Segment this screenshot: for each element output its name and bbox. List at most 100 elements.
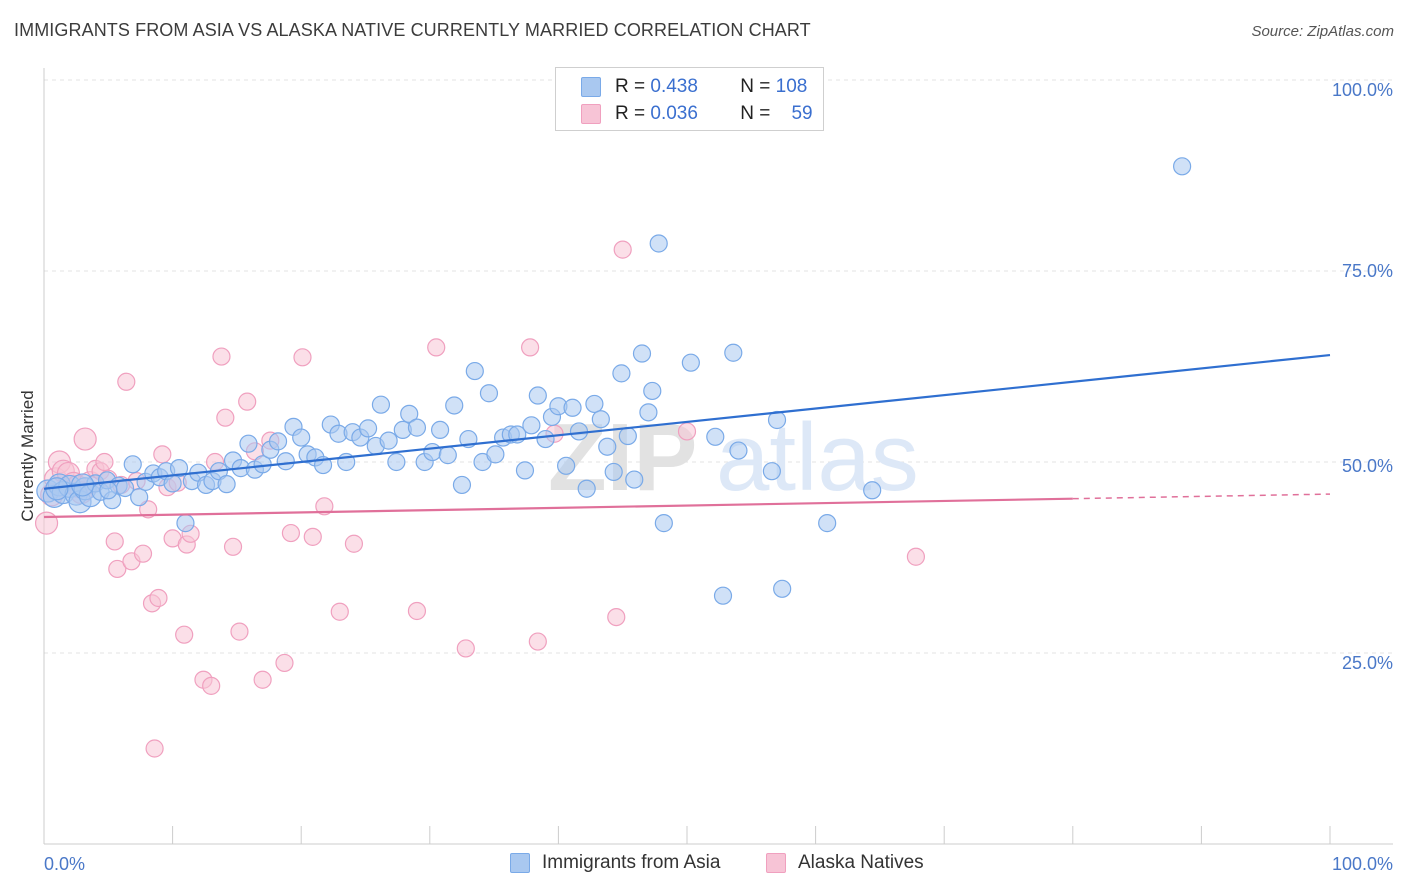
legend-row-asia: R = 0.438 N = 108 (581, 76, 807, 98)
alaska-point-47 (303, 527, 322, 546)
asia-point-48 (358, 419, 378, 438)
alaska-point-39 (230, 622, 249, 641)
asia-point-37 (276, 452, 295, 471)
alaska-point-49 (330, 602, 349, 621)
alaska-point-59 (677, 422, 697, 441)
asia-point-36 (268, 432, 288, 451)
asia-point-80 (585, 394, 604, 414)
alaska-point-45 (281, 523, 301, 543)
asia-point-23 (176, 514, 195, 533)
asia-point-96 (729, 441, 748, 460)
asia-point-50 (371, 395, 391, 414)
source-credit: Source: ZipAtlas.com (1251, 23, 1394, 40)
asia-point-82 (598, 437, 617, 456)
asia-point-22 (169, 459, 189, 478)
alaska-point-24 (145, 739, 164, 758)
asia-point-29 (217, 475, 236, 494)
alaska-point-15 (105, 532, 124, 551)
legend-n-value-alaska: 59 (791, 103, 813, 124)
asia-point-93 (706, 427, 725, 446)
alaska-trend-line (43, 497, 1073, 519)
legend-r-label: R = (615, 103, 646, 124)
asia-point-99 (773, 579, 792, 598)
asia-point-65 (479, 384, 499, 403)
trend-lines (43, 353, 1331, 519)
alaska-point-26 (153, 445, 172, 464)
alaska-point-22 (139, 500, 158, 519)
bottom-legend-label-asia: Immigrants from Asia (542, 852, 721, 873)
asia-point-100 (818, 514, 837, 533)
asia-point-94 (713, 586, 733, 605)
alaska-point-48 (315, 497, 334, 516)
asia-point-39 (292, 428, 311, 447)
asia-point-87 (632, 344, 652, 363)
alaska-point-18 (117, 372, 136, 391)
y-tick-label-100: 100.0% (1332, 80, 1393, 100)
y-tick-label-75: 75.0% (1342, 261, 1393, 281)
alaska-point-60 (906, 547, 926, 566)
asia-point-52 (387, 452, 406, 472)
bottom-legend-swatch-blue (510, 853, 530, 873)
asia-point-60 (445, 396, 464, 415)
legend-n-label: N = (740, 76, 771, 97)
alaska-point-44 (275, 653, 294, 673)
asia-point-77 (563, 398, 582, 417)
asia-point-105 (99, 481, 118, 500)
asia-point-85 (618, 426, 637, 446)
watermark: ZIP atlas (548, 404, 919, 511)
bottom-legend-label-alaska: Alaska Natives (798, 852, 924, 873)
alaska-point-54 (521, 338, 540, 357)
bottom-legend-alaska: Alaska Natives (766, 852, 924, 874)
asia-point-58 (430, 420, 450, 440)
alaska-point-53 (456, 639, 475, 658)
legend-r-value-asia: 0.438 (650, 76, 698, 97)
asia-point-91 (654, 514, 673, 533)
bottom-legend-asia: Immigrants from Asia (510, 852, 720, 874)
y-tick-labels: 25.0% 50.0% 75.0% 100.0% (1332, 80, 1393, 673)
asia-point-89 (643, 381, 662, 401)
watermark-zip: ZIP (548, 404, 697, 511)
asia-point-16 (130, 488, 149, 507)
asia-point-101 (863, 481, 882, 500)
asia-point-71 (522, 416, 541, 435)
alaska-point-42 (253, 670, 272, 689)
asia-point-70 (515, 461, 535, 480)
legend-n-value-asia: 108 (775, 76, 808, 97)
asia-point-57 (423, 442, 442, 462)
alaska-point-34 (202, 676, 221, 695)
asia-point-81 (591, 410, 610, 429)
asia-point-73 (536, 429, 555, 449)
asia-point-15 (123, 455, 142, 474)
alaska-point-21 (133, 544, 153, 563)
y-axis-label: Currently Married (18, 390, 37, 521)
alaska-point-57 (607, 607, 626, 627)
asia-point-83 (604, 462, 623, 482)
asia-point-92 (681, 353, 700, 372)
asia-point-102 (1173, 157, 1192, 176)
alaska-point-40 (238, 392, 257, 411)
x-tick-max: 100.0% (1332, 854, 1393, 874)
asia-point-51 (379, 431, 398, 450)
bottom-legend-swatch-pink (766, 853, 786, 873)
correlation-legend: R = 0.438 N = 108 R = 0.036 N = 59 (555, 67, 824, 131)
alaska-point-50 (344, 534, 364, 553)
asia-point-66 (486, 445, 505, 464)
legend-r-value-alaska: 0.036 (650, 103, 698, 124)
alaska-point-58 (613, 240, 632, 259)
asia-point-84 (612, 364, 631, 383)
alaska-point-36 (212, 347, 231, 366)
asia-trend-line (43, 353, 1331, 490)
alaska-point-38 (223, 537, 243, 556)
y-tick-label-25: 25.0% (1342, 653, 1393, 673)
alaska-point-16 (108, 559, 127, 579)
asia-point-88 (639, 403, 658, 422)
y-tick-label-50: 50.0% (1342, 456, 1393, 476)
legend-swatch-blue (581, 77, 601, 97)
asia-point-90 (649, 234, 668, 253)
asia-point-97 (762, 462, 781, 481)
alaska-point-30 (175, 625, 194, 644)
asia-point-61 (452, 475, 472, 495)
legend-n-label: N = (740, 103, 771, 124)
chart-title: IMMIGRANTS FROM ASIA VS ALASKA NATIVE CU… (14, 20, 811, 40)
